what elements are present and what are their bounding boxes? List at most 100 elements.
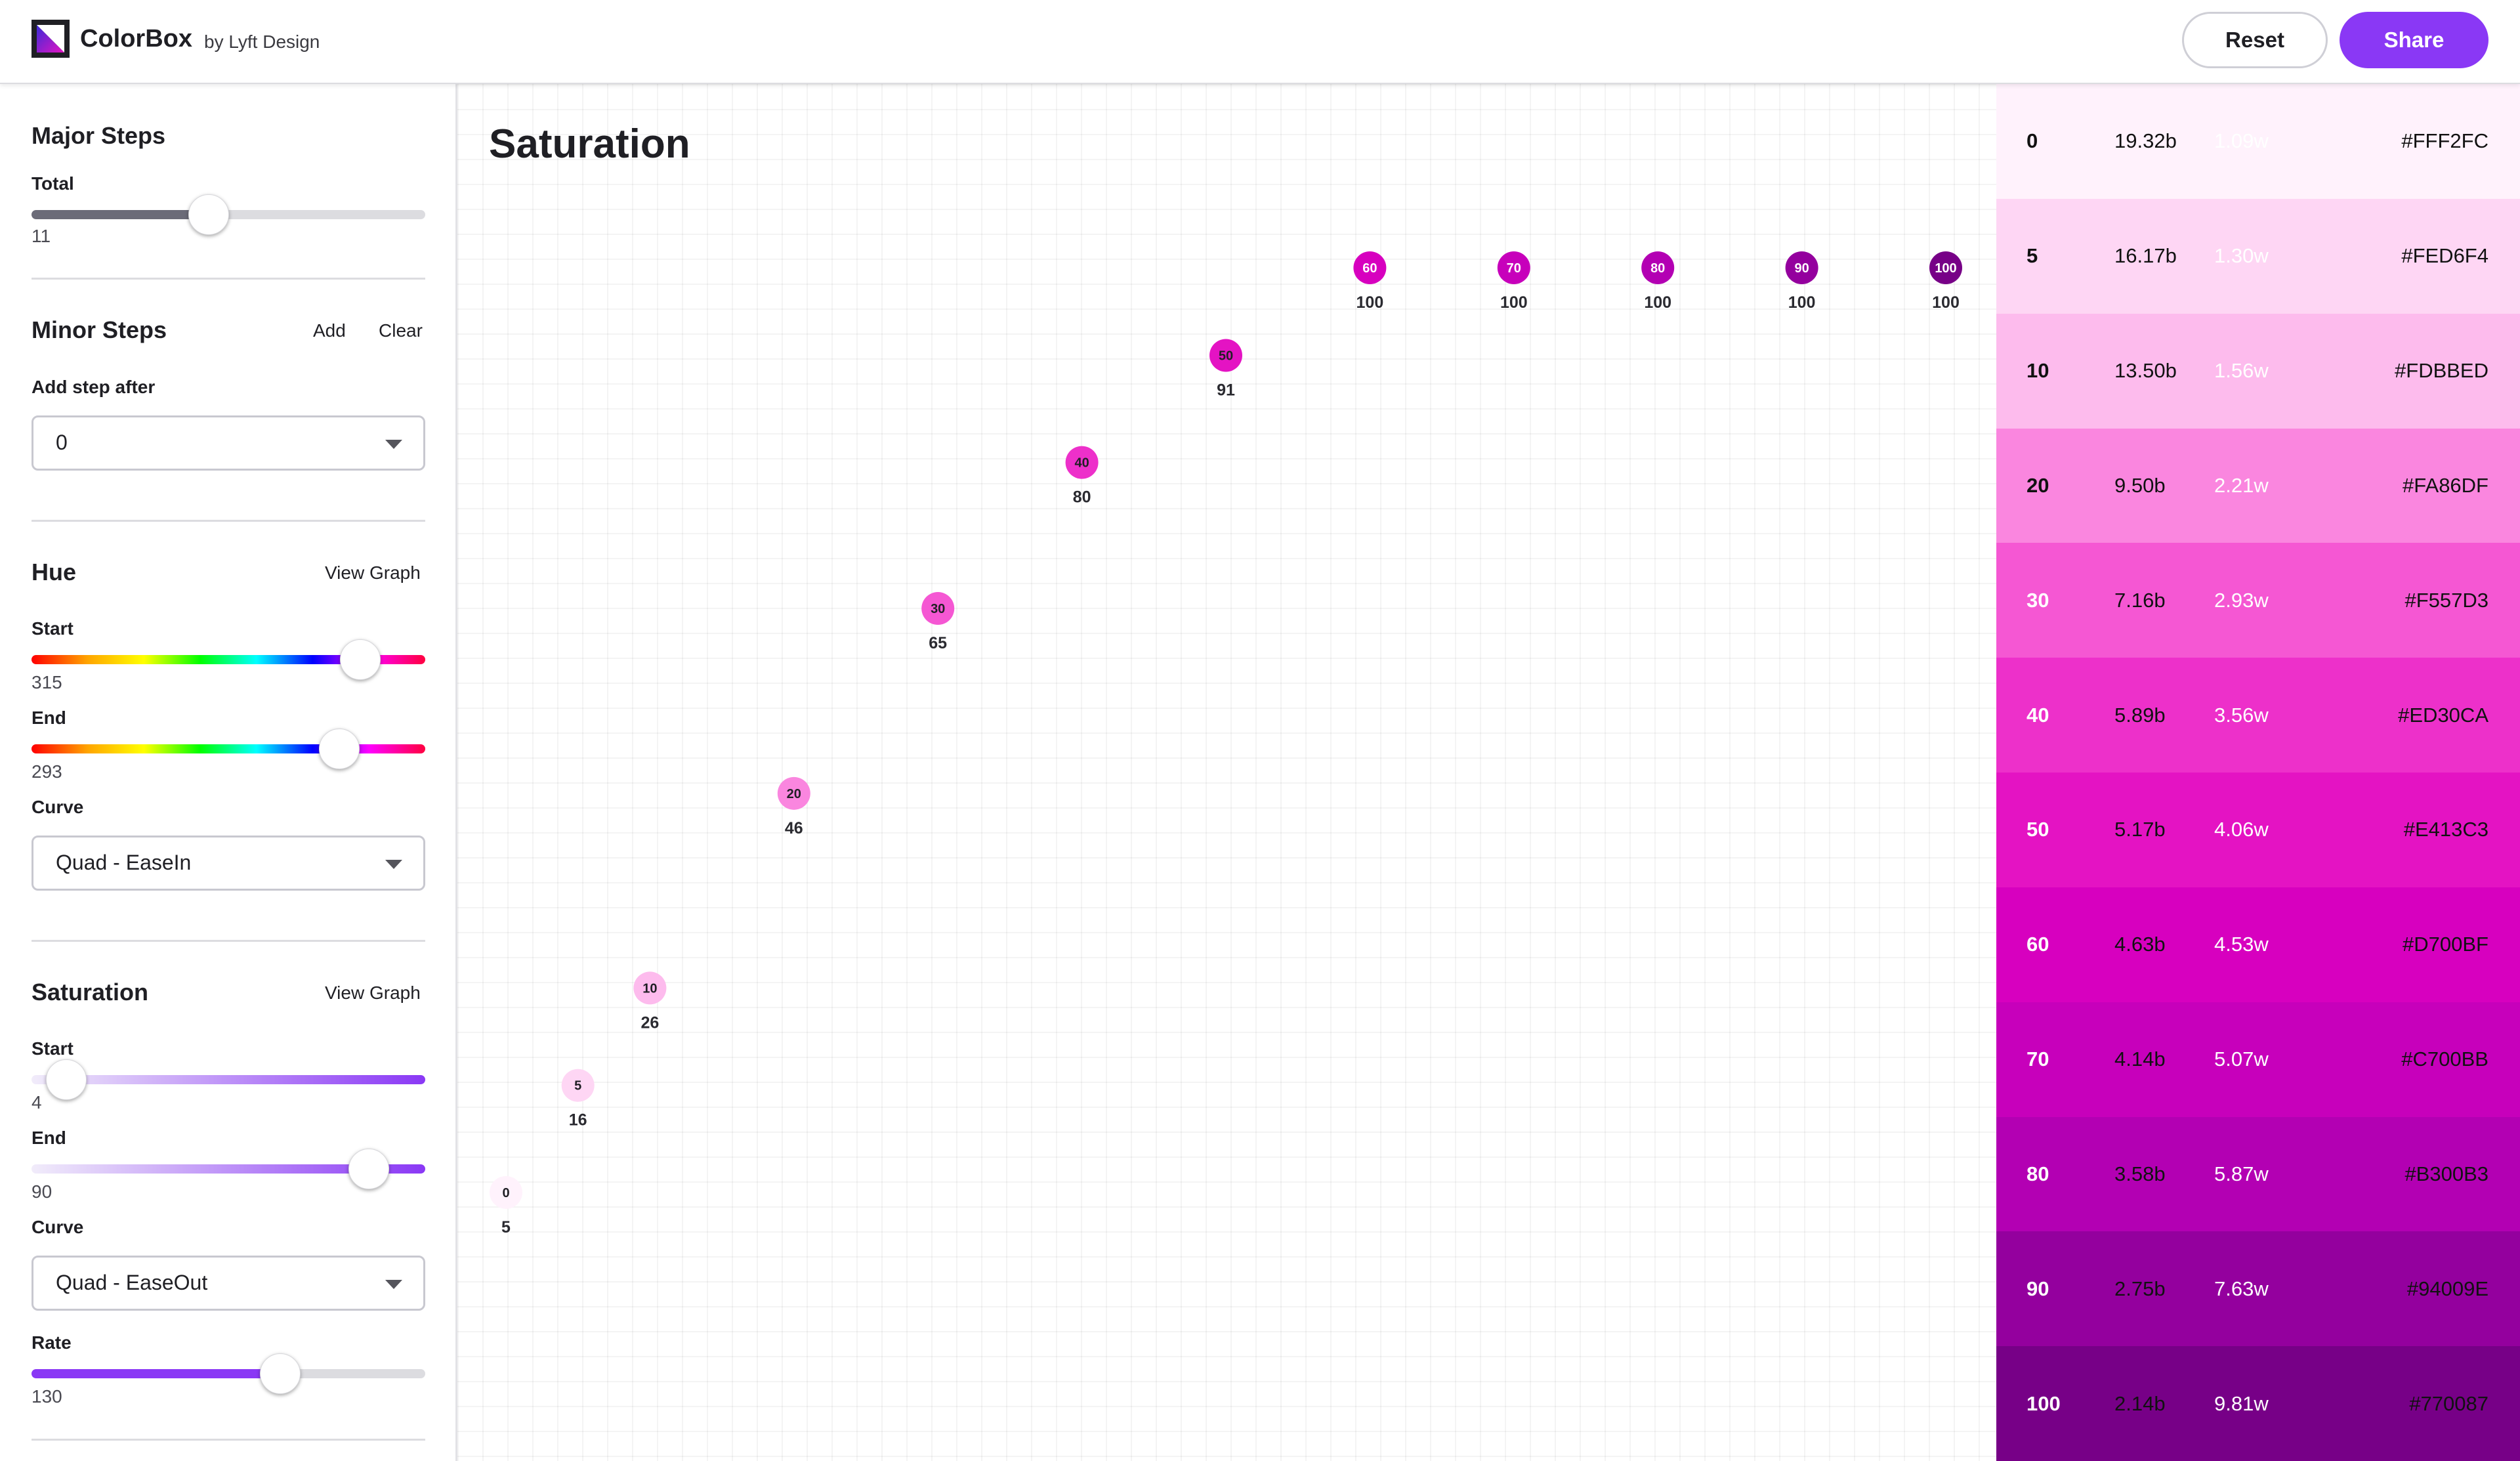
swatch-contrast-black: 3.58b xyxy=(2114,1162,2166,1185)
color-swatch-row[interactable]: 40 5.89b 3.56w #ED30CA xyxy=(1996,658,2520,773)
saturation-start-slider[interactable] xyxy=(32,1075,425,1084)
graph-point-value-label: 100 xyxy=(1932,293,1960,312)
saturation-rate-label: Rate xyxy=(32,1332,72,1353)
saturation-start-label: Start xyxy=(32,1038,74,1059)
colorbox-logo-icon xyxy=(32,20,70,58)
swatch-hex-value: #C700BB xyxy=(2401,1048,2488,1071)
hue-curve-value: Quad - EaseIn xyxy=(56,851,192,874)
graph-point[interactable] xyxy=(1353,251,1387,284)
swatch-hex-value: #FED6F4 xyxy=(2401,244,2488,268)
app-title: ColorBox xyxy=(80,25,192,53)
graph-point[interactable] xyxy=(777,776,810,810)
swatch-step-label: 70 xyxy=(2026,1048,2049,1071)
app-byline: by Lyft Design xyxy=(204,32,320,52)
color-swatch-row[interactable]: 100 2.14b 9.81w #770087 xyxy=(1996,1346,2520,1461)
color-swatch-row[interactable]: 30 7.16b 2.93w #F557D3 xyxy=(1996,543,2520,658)
swatch-contrast-white: 1.09w xyxy=(2214,129,2269,153)
graph-point[interactable] xyxy=(1065,446,1099,479)
graph-point-step-label: 50 xyxy=(1219,349,1233,363)
saturation-end-value: 90 xyxy=(32,1181,52,1202)
color-swatch-row[interactable]: 5 16.17b 1.30w #FED6F4 xyxy=(1996,198,2520,314)
saturation-graph-plot: 0 5 5 16 10 26 20 46 30 65 40 80 50 91 60 100 70 100 80 100… xyxy=(490,251,1962,1237)
saturation-curve-select[interactable]: Quad - EaseOut xyxy=(32,1256,425,1311)
hue-start-slider-handle[interactable] xyxy=(340,639,381,680)
swatch-contrast-black: 16.17b xyxy=(2114,244,2177,268)
graph-point[interactable] xyxy=(1929,251,1962,284)
hue-view-graph-button[interactable]: View Graph xyxy=(325,562,421,583)
graph-point[interactable] xyxy=(921,592,955,625)
color-swatch-row[interactable]: 70 4.14b 5.07w #C700BB xyxy=(1996,1002,2520,1117)
swatch-contrast-black: 2.75b xyxy=(2114,1277,2166,1300)
graph-point-step-label: 80 xyxy=(1650,261,1665,276)
graph-point[interactable] xyxy=(1209,339,1242,372)
graph-point[interactable] xyxy=(1497,251,1530,284)
hue-end-slider[interactable] xyxy=(32,744,425,753)
hue-start-slider[interactable] xyxy=(32,655,425,664)
saturation-rate-slider-handle[interactable] xyxy=(260,1353,301,1394)
swatch-step-label: 80 xyxy=(2026,1162,2049,1185)
graph-point-step-label: 40 xyxy=(1074,456,1089,471)
major-steps-total-value: 11 xyxy=(32,226,51,246)
swatch-contrast-black: 7.16b xyxy=(2114,588,2166,612)
reset-button[interactable]: Reset xyxy=(2182,12,2328,68)
graph-point-value-label: 80 xyxy=(1073,488,1091,507)
minor-steps-clear-button[interactable]: Clear xyxy=(379,320,423,341)
color-swatch-row[interactable]: 10 13.50b 1.56w #FDBBED xyxy=(1996,313,2520,429)
swatch-hex-value: #E413C3 xyxy=(2403,818,2488,841)
swatch-contrast-black: 5.89b xyxy=(2114,703,2166,727)
swatch-contrast-black: 13.50b xyxy=(2114,359,2177,383)
swatch-contrast-white: 3.56w xyxy=(2214,703,2269,727)
swatch-step-label: 5 xyxy=(2026,244,2038,268)
saturation-start-slider-handle[interactable] xyxy=(46,1059,87,1100)
color-swatch-row[interactable]: 50 5.17b 4.06w #E413C3 xyxy=(1996,773,2520,887)
swatch-hex-value: #FDBBED xyxy=(2395,359,2488,383)
saturation-end-slider[interactable] xyxy=(32,1164,425,1174)
graph-point-value-label: 46 xyxy=(785,819,803,837)
color-swatch-row[interactable]: 90 2.75b 7.63w #94009E xyxy=(1996,1231,2520,1347)
swatch-contrast-black: 5.17b xyxy=(2114,818,2166,841)
graph-point[interactable] xyxy=(1641,251,1675,284)
graph-point[interactable] xyxy=(1785,251,1818,284)
swatch-contrast-white: 1.56w xyxy=(2214,359,2269,383)
add-step-after-select[interactable]: 0 xyxy=(32,415,425,471)
graph-point[interactable] xyxy=(561,1069,595,1102)
color-swatch-row[interactable]: 0 19.32b 1.09w #FFF2FC xyxy=(1996,84,2520,199)
saturation-rate-slider[interactable] xyxy=(32,1369,425,1378)
swatch-contrast-black: 4.14b xyxy=(2114,1048,2166,1071)
hue-end-slider-handle[interactable] xyxy=(319,729,360,769)
saturation-rate-value: 130 xyxy=(32,1386,62,1407)
minor-steps-add-button[interactable]: Add xyxy=(313,320,346,341)
color-swatch-row[interactable]: 80 3.58b 5.87w #B300B3 xyxy=(1996,1116,2520,1232)
hue-curve-select[interactable]: Quad - EaseIn xyxy=(32,836,425,891)
major-steps-total-slider-handle[interactable] xyxy=(188,194,229,235)
major-steps-title: Major Steps xyxy=(32,122,166,149)
app-header: ColorBox by Lyft Design Reset Share xyxy=(0,0,2520,84)
graph-point-step-label: 10 xyxy=(642,981,657,996)
graph-point[interactable] xyxy=(633,971,667,1005)
saturation-curve-value: Quad - EaseOut xyxy=(56,1271,208,1294)
graph-point-step-label: 70 xyxy=(1507,261,1521,276)
swatch-hex-value: #ED30CA xyxy=(2398,703,2488,727)
swatch-step-label: 10 xyxy=(2026,359,2049,383)
graph-point[interactable] xyxy=(490,1175,522,1209)
graph-point-step-label: 60 xyxy=(1362,261,1377,276)
color-swatch-list: 0 19.32b 1.09w #FFF2FC 5 16.17b 1.30w #FED6F4 10… xyxy=(1996,84,2520,1461)
swatch-step-label: 50 xyxy=(2026,818,2049,841)
hue-start-label: Start xyxy=(32,618,74,639)
swatch-contrast-black: 4.63b xyxy=(2114,933,2166,956)
graph-point-value-label: 26 xyxy=(640,1013,659,1032)
color-swatch-row[interactable]: 60 4.63b 4.53w #D700BF xyxy=(1996,887,2520,1002)
saturation-end-slider-handle[interactable] xyxy=(348,1149,389,1189)
hue-end-label: End xyxy=(32,708,66,728)
share-button[interactable]: Share xyxy=(2340,12,2488,68)
color-swatch-row[interactable]: 20 9.50b 2.21w #FA86DF xyxy=(1996,428,2520,543)
graph-point-value-label: 100 xyxy=(1356,293,1384,312)
swatch-step-label: 60 xyxy=(2026,933,2049,956)
sidebar: Major Steps Total 11 Minor Steps Add Cle… xyxy=(0,84,457,1461)
swatch-step-label: 100 xyxy=(2026,1391,2061,1415)
saturation-view-graph-button[interactable]: View Graph xyxy=(325,983,421,1003)
swatch-contrast-white: 4.53w xyxy=(2214,933,2269,956)
add-step-after-value: 0 xyxy=(56,431,68,454)
swatch-hex-value: #94009E xyxy=(2406,1277,2488,1300)
divider xyxy=(32,1439,425,1441)
